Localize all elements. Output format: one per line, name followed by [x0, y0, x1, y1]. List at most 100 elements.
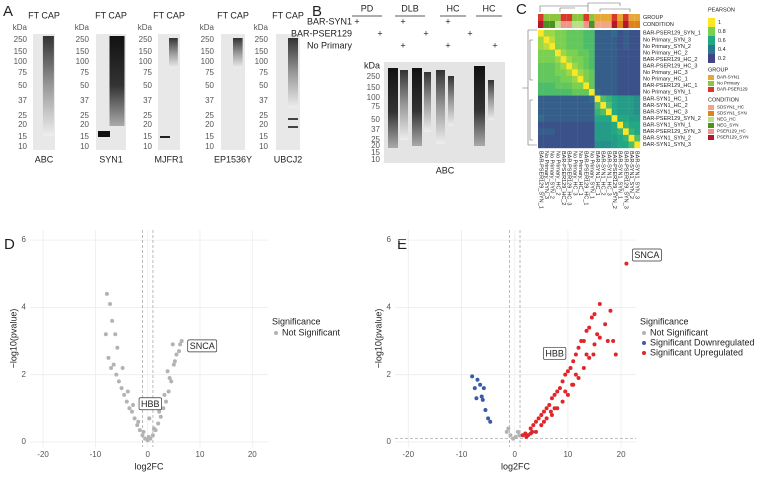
point [124, 399, 129, 404]
row-label: BAR-PSER129_HC_1 [643, 83, 697, 89]
heatmap-cell [538, 62, 544, 70]
marker-label: 100 [76, 57, 90, 66]
heatmap-cell [577, 95, 584, 103]
heatmap-cell [611, 115, 618, 122]
marker-label: 20 [143, 120, 152, 129]
heatmap-cell [611, 95, 618, 103]
heatmap-cell [543, 49, 550, 57]
heatmap-cell [572, 89, 578, 96]
point [530, 429, 535, 434]
heatmap-cell [549, 30, 556, 37]
heatmap-cell [623, 62, 629, 70]
heatmap-cell [594, 102, 601, 109]
heatmap-cell [583, 49, 590, 57]
blot-label: UBCJ2 [274, 154, 303, 164]
marker-label: 50 [143, 81, 152, 90]
heatmap-cell [543, 102, 550, 109]
heatmap-cell [538, 43, 544, 50]
point [127, 406, 132, 411]
heatmap-cell [560, 69, 567, 77]
heatmap-cell [628, 30, 635, 37]
group-cell [566, 14, 572, 21]
condition-cell [600, 21, 606, 28]
heatmap-cell [543, 108, 550, 116]
x-tick-label: 0 [512, 450, 517, 459]
heatmap-cell [577, 134, 584, 142]
heatmap-cell [611, 56, 618, 63]
heatmap-cell [560, 134, 567, 142]
point [576, 376, 581, 381]
heatmap-cell [560, 128, 567, 136]
heatmap-cell [594, 141, 601, 149]
point [597, 335, 602, 340]
lane-mark: + [467, 28, 472, 38]
marker-label: 250 [201, 35, 215, 44]
heatmap-cell [583, 69, 590, 77]
heatmap-cell [634, 128, 641, 136]
heatmap-cell [543, 43, 550, 50]
heatmap-cell [628, 115, 635, 122]
heatmap-cell [566, 108, 573, 116]
column-label: No Primary_HC_3 [571, 151, 577, 196]
heatmap-cell [577, 115, 584, 122]
point [539, 423, 544, 428]
heatmap-cell [606, 69, 612, 77]
row-label: No Primary_HC_2 [643, 50, 688, 56]
heatmap-cell [538, 82, 544, 90]
heatmap-cell [589, 30, 595, 37]
heatmap-cell [543, 82, 550, 90]
condition-cell [543, 21, 550, 28]
heatmap-cell [577, 30, 584, 37]
heatmap-cell [538, 36, 544, 44]
heatmap-cell [560, 89, 567, 96]
heatmap-cell [555, 82, 561, 90]
condition-cell [623, 21, 629, 28]
heatmap-cell [600, 62, 607, 70]
legend-label: PSER129_HC [717, 129, 747, 134]
row-label: BAR-PSER129_HC_3 [643, 64, 697, 70]
colorbar-label: 1 [718, 20, 721, 26]
marker-label: 100 [201, 57, 215, 66]
blot-header: FT CAP [95, 10, 127, 20]
group-cell [577, 14, 584, 21]
heatmap-cell [555, 95, 561, 103]
heatmap-cell [549, 69, 556, 77]
point [565, 392, 570, 397]
heatmap-cell [577, 69, 584, 77]
kda-label: kDa [138, 23, 153, 32]
heatmap-cell [634, 134, 641, 142]
heatmap-cell [560, 82, 567, 90]
heatmap-cell [623, 82, 629, 90]
heatmap-cell [594, 62, 601, 70]
marker-label: 20 [371, 141, 380, 150]
colorbar-label: 0.6 [718, 38, 726, 44]
heatmap-cell [555, 49, 561, 57]
column-label: No Primary_SYN_3 [543, 151, 549, 199]
blot-band [98, 131, 110, 137]
heatmap-cell [606, 134, 612, 142]
heatmap-cell [549, 56, 556, 63]
marker-label: 25 [371, 135, 380, 144]
heatmap-cell [628, 102, 635, 109]
heatmap-cell [623, 115, 629, 122]
y-tick-label: 6 [387, 235, 392, 244]
lane-mark: + [445, 40, 450, 50]
heatmap-cell [583, 43, 590, 50]
heatmap-cell [589, 121, 595, 129]
point [137, 428, 142, 433]
heatmap-cell [594, 56, 601, 63]
colorbar-cell [708, 18, 715, 27]
colorbar-cell [708, 45, 715, 54]
heatmap-cell [555, 134, 561, 142]
point [150, 433, 155, 438]
point [517, 433, 522, 438]
heatmap-cell [555, 43, 561, 50]
legend-swatch [708, 129, 714, 134]
condition-cell [634, 21, 640, 28]
marker-label: 75 [259, 68, 268, 77]
row-label: BAR-PSER129_SYN_3 [643, 129, 701, 135]
point [515, 429, 520, 434]
heatmap-cell [583, 115, 590, 122]
legend-title: Significance [272, 316, 321, 326]
column-label: No Primary_SYN_2 [549, 151, 555, 199]
